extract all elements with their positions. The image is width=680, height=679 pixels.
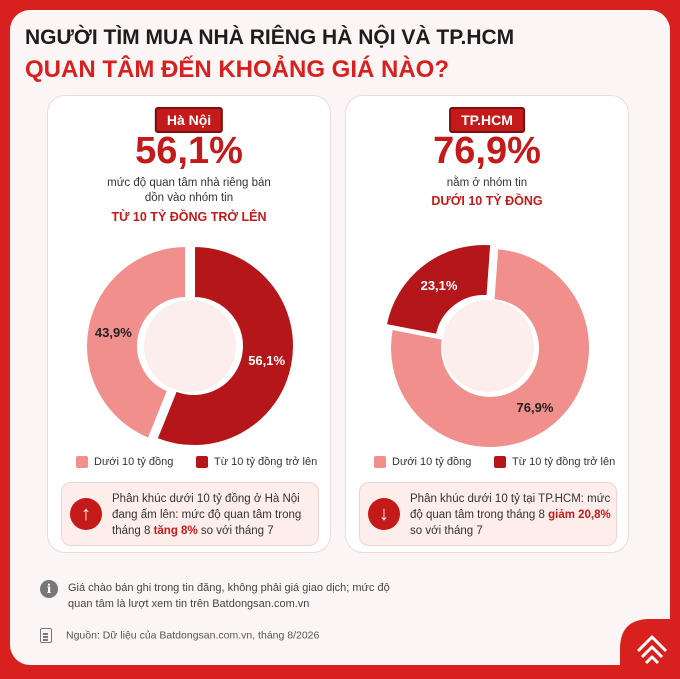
hcm-note: ↓ Phân khúc dưới 10 tỷ tại TP.HCM: mức đ…	[359, 482, 617, 546]
document-icon	[40, 628, 52, 643]
hanoi-panel: Hà Nội 56,1% mức độ quan tâm nhà riêng b…	[47, 95, 331, 553]
donut-slice-under-10	[85, 244, 187, 441]
title-line-1: NGƯỜI TÌM MUA NHÀ RIÊNG HÀ NỘI VÀ TP.HCM	[25, 26, 515, 49]
hcm-note-tail: so với tháng 7	[410, 525, 483, 537]
hanoi-note-text: Phân khúc dưới 10 tỷ đồng ở Hà Nội đang …	[112, 491, 317, 539]
hcm-note-main: Phân khúc dưới 10 tỷ tại TP.HCM: mức độ …	[410, 493, 611, 521]
hanoi-desc-line1: mức độ quan tâm nhà riêng bán	[107, 177, 271, 189]
donut-center	[144, 300, 236, 392]
hanoi-note-main: Phân khúc dưới 10 tỷ đồng ở Hà Nội đang …	[112, 493, 302, 537]
legend-item-over: Từ 10 tỷ đồng trở lên	[494, 456, 615, 468]
brand-logo-icon	[620, 619, 680, 679]
legend-swatch-light	[76, 456, 88, 468]
donut-slice-under-10	[389, 247, 591, 449]
legend-item-under: Dưới 10 tỷ đồng	[76, 456, 173, 468]
legend-label-under: Dưới 10 tỷ đồng	[392, 456, 472, 468]
donut-slice-over-10	[155, 244, 295, 447]
hanoi-tag: Hà Nội	[154, 107, 224, 133]
footer-info-text: Giá chào bán ghi trong tin đăng, không p…	[68, 582, 390, 610]
legend-swatch-dark	[196, 456, 208, 468]
legend-swatch-light	[374, 456, 386, 468]
donut-slice-over-10	[384, 243, 493, 337]
donut-label-under-10: 43,9%	[95, 325, 132, 340]
info-icon: i	[40, 580, 58, 598]
hanoi-note-bold: tăng 8%	[153, 525, 198, 537]
legend-label-under: Dưới 10 tỷ đồng	[94, 456, 174, 468]
hcm-description: nằm ở nhóm tin	[346, 176, 628, 191]
legend-label-over: Từ 10 tỷ đồng trở lên	[512, 456, 616, 468]
hanoi-note: ↑ Phân khúc dưới 10 tỷ đồng ở Hà Nội đan…	[61, 482, 319, 546]
hcm-desc-line1: nằm ở nhóm tin	[446, 177, 528, 189]
source-text: Nguồn: Dữ liệu của Batdongsan.com.vn, th…	[66, 629, 320, 642]
hanoi-highlight: TỪ 10 TỶ ĐỒNG TRỞ LÊN	[111, 210, 267, 224]
hcm-highlight: DƯỚI 10 TỶ ĐỒNG	[431, 194, 543, 208]
hanoi-big-value: 56,1%	[135, 130, 243, 172]
arrow-down-icon: ↓	[368, 498, 400, 530]
hcm-big-value: 76,9%	[433, 130, 541, 172]
hanoi-description: mức độ quan tâm nhà riêng bán dồn vào nh…	[48, 176, 330, 206]
donut-label-over-10: 23,1%	[421, 278, 458, 293]
donut-center	[442, 300, 534, 392]
hanoi-donut-chart: 56,1% 43,9%	[85, 244, 295, 447]
hanoi-desc-line2: dồn vào nhóm tin	[144, 192, 234, 204]
hcm-panel: TP.HCM 76,9% nằm ở nhóm tin DƯỚI 10 TỶ Đ…	[345, 95, 629, 553]
hcm-note-text: Phân khúc dưới 10 tỷ tại TP.HCM: mức độ …	[410, 491, 615, 539]
arrow-up-icon: ↑	[70, 498, 102, 530]
legend-swatch-dark	[494, 456, 506, 468]
legend-item-over: Từ 10 tỷ đồng trở lên	[196, 456, 317, 468]
hcm-donut-chart: 23,1% 76,9%	[384, 243, 591, 449]
donut-label-under-10: 76,9%	[517, 400, 554, 415]
donut-label-over-10: 56,1%	[248, 353, 285, 368]
title-line-2: QUAN TÂM ĐẾN KHOẢNG GIÁ NÀO?	[25, 56, 449, 83]
legend-item-under: Dưới 10 tỷ đồng	[374, 456, 471, 468]
hcm-tag: TP.HCM	[449, 107, 525, 133]
source-line: Nguồn: Dữ liệu của Batdongsan.com.vn, th…	[40, 628, 319, 643]
hanoi-note-tail: so với tháng 7	[197, 525, 274, 537]
legend-label-over: Từ 10 tỷ đồng trở lên	[214, 456, 318, 468]
hcm-note-bold: giảm 20,8%	[548, 509, 611, 521]
